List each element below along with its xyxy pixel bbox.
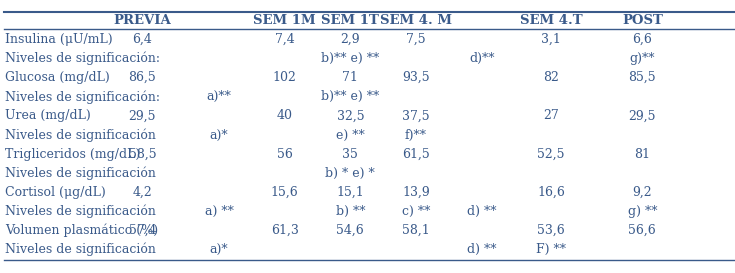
Text: d)**: d)**	[469, 52, 495, 65]
Text: Urea (mg/dL): Urea (mg/dL)	[5, 109, 91, 122]
Text: 56,6: 56,6	[628, 224, 656, 237]
Text: 71: 71	[343, 71, 358, 84]
Text: 27: 27	[543, 109, 559, 122]
Text: 7,5: 7,5	[406, 33, 426, 46]
Text: F) **: F) **	[536, 243, 566, 256]
Text: 53,6: 53,6	[537, 224, 565, 237]
Text: 16,6: 16,6	[537, 186, 565, 199]
Text: SEM 4. M: SEM 4. M	[380, 14, 452, 27]
Text: 102: 102	[273, 71, 297, 84]
Text: 9,2: 9,2	[633, 186, 652, 199]
Text: b) **: b) **	[336, 205, 365, 218]
Text: 15,1: 15,1	[337, 186, 365, 199]
Text: Niveles de significación: Niveles de significación	[5, 205, 156, 218]
Text: 54,6: 54,6	[337, 224, 365, 237]
Text: 7,4: 7,4	[275, 33, 295, 46]
Text: 82: 82	[543, 71, 559, 84]
Text: b) * e) *: b) * e) *	[326, 167, 376, 180]
Text: 13,9: 13,9	[402, 186, 430, 199]
Text: SEM 1M: SEM 1M	[254, 14, 316, 27]
Text: Trigliceridos (mg/dL): Trigliceridos (mg/dL)	[5, 148, 140, 161]
Text: b)** e) **: b)** e) **	[321, 52, 379, 65]
Text: 35: 35	[343, 148, 358, 161]
Text: Glucosa (mg/dL): Glucosa (mg/dL)	[5, 71, 110, 84]
Text: 81: 81	[634, 148, 650, 161]
Text: a) **: a) **	[204, 205, 234, 218]
Text: 15,6: 15,6	[270, 186, 298, 199]
Text: 6,6: 6,6	[632, 33, 652, 46]
Text: d) **: d) **	[467, 205, 496, 218]
Text: e) **: e) **	[336, 129, 365, 141]
Text: 40: 40	[276, 109, 293, 122]
Text: 52,5: 52,5	[537, 148, 564, 161]
Text: f)**: f)**	[405, 129, 427, 141]
Text: a)*: a)*	[209, 129, 229, 141]
Text: SEM 1T: SEM 1T	[321, 14, 379, 27]
Text: 58,5: 58,5	[129, 148, 156, 161]
Text: 57,4: 57,4	[129, 224, 156, 237]
Text: 3,1: 3,1	[541, 33, 561, 46]
Text: 6,4: 6,4	[132, 33, 152, 46]
Text: a)*: a)*	[209, 243, 229, 256]
Text: c) **: c) **	[402, 205, 430, 218]
Text: 56: 56	[277, 148, 293, 161]
Text: 61,5: 61,5	[402, 148, 430, 161]
Text: 85,5: 85,5	[628, 71, 656, 84]
Text: a)**: a)**	[207, 90, 232, 103]
Text: d) **: d) **	[467, 243, 496, 256]
Text: 32,5: 32,5	[337, 109, 364, 122]
Text: Niveles de significación:: Niveles de significación:	[5, 52, 160, 65]
Text: 93,5: 93,5	[402, 71, 430, 84]
Text: b)** e) **: b)** e) **	[321, 90, 379, 103]
Text: Niveles de significación: Niveles de significación	[5, 243, 156, 256]
Text: SEM 4.T: SEM 4.T	[520, 14, 582, 27]
Text: Cortisol (μg/dL): Cortisol (μg/dL)	[5, 186, 106, 199]
Text: 4,2: 4,2	[132, 186, 152, 199]
Text: Niveles de significación: Niveles de significación	[5, 167, 156, 180]
Text: Niveles de significación: Niveles de significación	[5, 128, 156, 142]
Text: 29,5: 29,5	[129, 109, 156, 122]
Text: Insulina (μU/mL): Insulina (μU/mL)	[5, 33, 112, 46]
Text: PREVIA: PREVIA	[113, 14, 171, 27]
Text: 2,9: 2,9	[340, 33, 360, 46]
Text: g)**: g)**	[630, 52, 655, 65]
Text: 58,1: 58,1	[402, 224, 430, 237]
Text: 61,3: 61,3	[270, 224, 298, 237]
Text: POST: POST	[622, 14, 663, 27]
Text: Niveles de significación:: Niveles de significación:	[5, 90, 160, 103]
Text: Volumen plasmático (%): Volumen plasmático (%)	[5, 224, 158, 237]
Text: 86,5: 86,5	[129, 71, 157, 84]
Text: 37,5: 37,5	[402, 109, 430, 122]
Text: g) **: g) **	[628, 205, 657, 218]
Text: 29,5: 29,5	[628, 109, 656, 122]
